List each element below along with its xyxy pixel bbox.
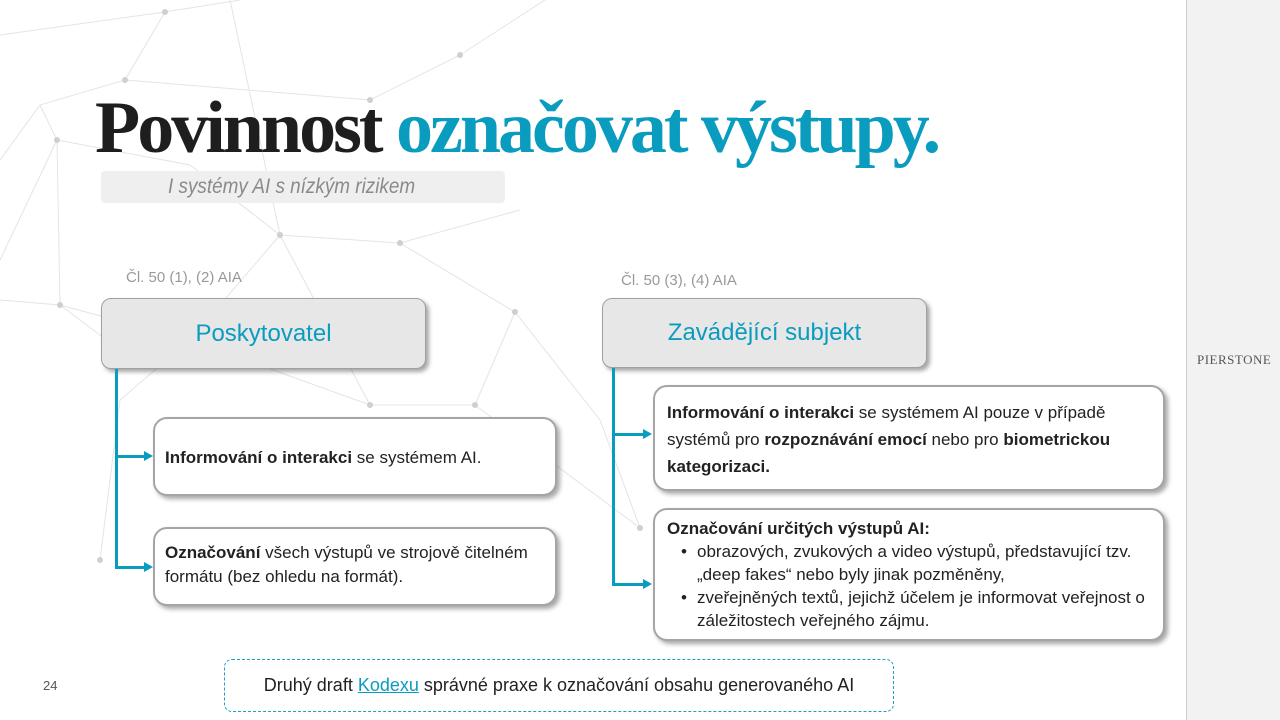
kodex-link[interactable]: Kodexu [357, 675, 419, 695]
subtitle: I systémy AI s nízkým rizikem [168, 175, 416, 198]
card-heading: Označování určitých výstupů AI: [667, 519, 930, 538]
card-bold: Informování o interakci [165, 448, 353, 467]
page-title: Povinnost označovat výstupy. [95, 87, 941, 169]
card-text: všech výstupů ve strojově čitelném formá… [165, 543, 528, 586]
card-bold: rozpoznávání emocí [764, 430, 927, 449]
brand-logo: PIERSTONE [1197, 352, 1272, 367]
arrow-right-icon [144, 562, 153, 572]
card-bold: Informování o interakci [667, 403, 855, 422]
left-reference: Čl. 50 (1), (2) AIA [126, 269, 242, 286]
provider-card-interaction: Informování o interakci se systémem AI. [153, 417, 557, 496]
connector-line [115, 566, 145, 569]
card-text: se systémem AI. [352, 448, 482, 467]
footer-text: Druhý draft [263, 675, 353, 695]
deployer-card-labelling: Označování určitých výstupů AI: obrazový… [653, 508, 1165, 641]
card-text: se systémem AI pouze v případě systémů p… [667, 403, 1106, 449]
connector-line [115, 369, 118, 569]
connector-line [612, 368, 615, 586]
list-item: obrazových, zvukových a video výstupů, p… [667, 540, 1151, 586]
bullet-list: obrazových, zvukových a video výstupů, p… [667, 540, 1151, 632]
connector-line [612, 433, 644, 436]
footer-text: správné praxe k označování obsahu genero… [423, 675, 855, 695]
brand-sidebar [1186, 0, 1280, 720]
arrow-right-icon [643, 579, 652, 589]
footer-note: Druhý draft Kodexu správné praxe k označov… [224, 659, 894, 712]
subtitle-banner: I systémy AI s nízkým rizikem [101, 171, 505, 203]
list-item: zveřejněných textů, jejichž účelem je in… [667, 586, 1151, 632]
provider-card-labelling: Označování všech výstupů ve strojově čit… [153, 527, 557, 606]
connector-line [612, 583, 644, 586]
provider-heading-box: Poskytovatel [101, 298, 426, 369]
deployer-heading-box: Zavádějící subjekt [602, 298, 927, 368]
arrow-right-icon [144, 451, 153, 461]
card-bold: Označování [165, 543, 261, 562]
arrow-right-icon [643, 429, 652, 439]
card-bold: biometrickou kategorizaci. [667, 430, 1111, 476]
page-number: 24 [43, 678, 58, 693]
deployer-heading: Zavádějící subjekt [667, 319, 862, 346]
connector-line [115, 455, 145, 458]
deployer-card-interaction: Informování o interakci se systémem AI p… [653, 385, 1165, 491]
card-text: nebo pro [926, 430, 1004, 449]
right-reference: Čl. 50 (3), (4) AIA [621, 272, 737, 289]
provider-heading: Poskytovatel [195, 319, 332, 347]
